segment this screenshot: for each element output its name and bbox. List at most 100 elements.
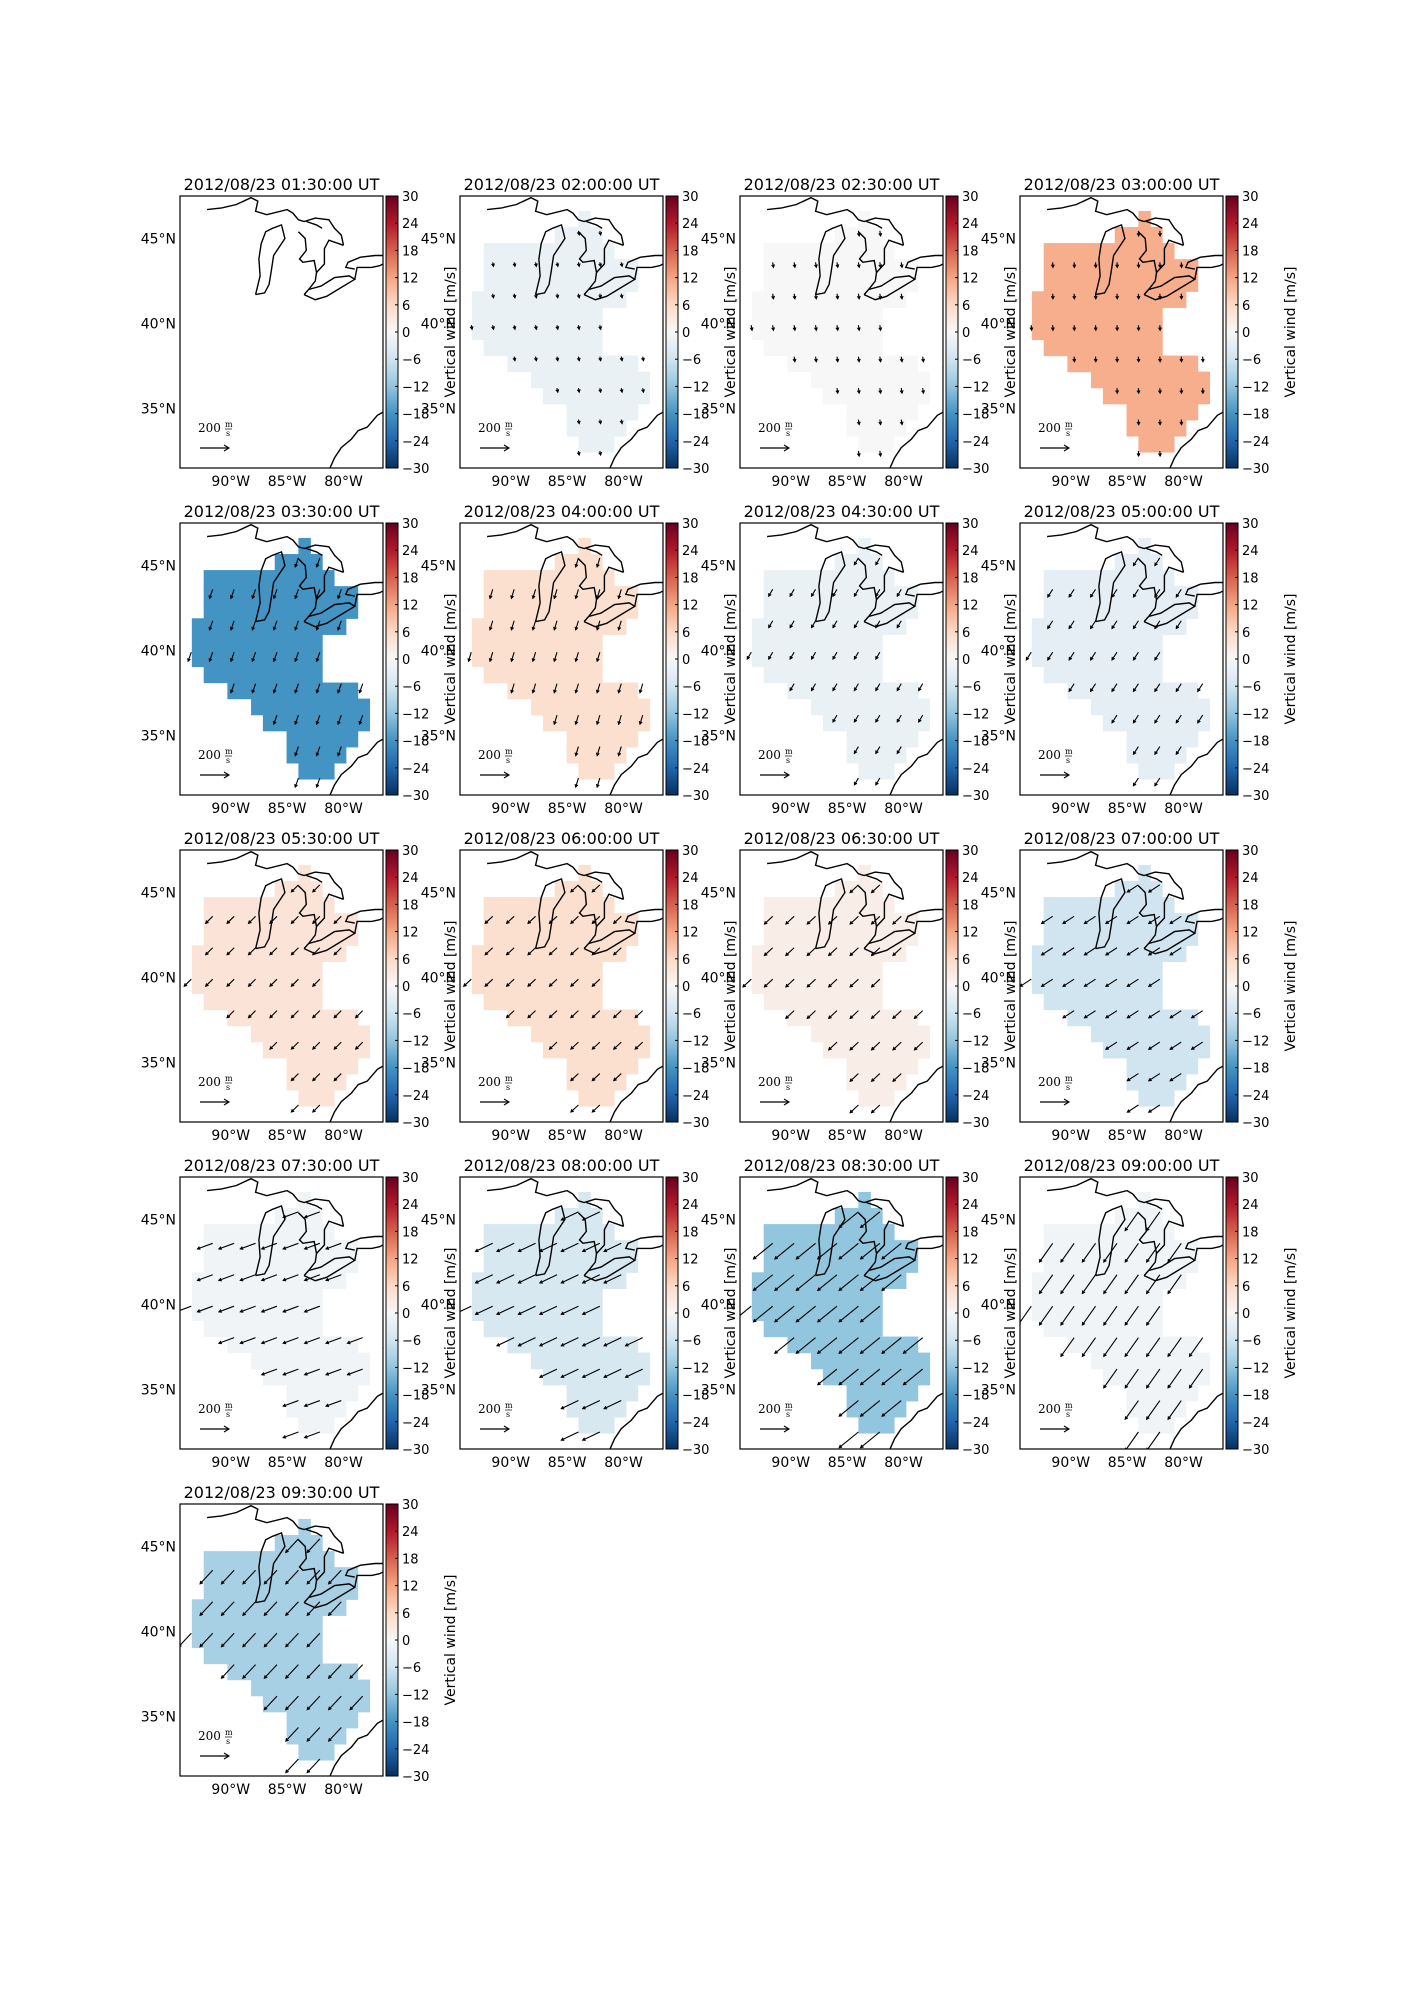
colorbar-tick-label: 12 [402,1253,419,1268]
colorbar-tick-label: 30 [402,1498,419,1513]
coastlines [1047,850,1223,1122]
lat-tick-label: 40°N [141,1298,176,1314]
map-panel: 2012/08/23 04:00:00 UT 200 ms 45°N 40°N 35°N 9… [421,502,739,817]
svg-text:200: 200 [198,421,221,435]
coastlines [487,523,663,795]
svg-text:m: m [785,1074,793,1083]
colorbar-tick-label: −6 [1242,1334,1261,1349]
colorbar-tick-label: −30 [682,462,709,477]
colorbar-tick-label: 0 [1242,653,1250,668]
colorbar-tick-label: 12 [1242,599,1259,614]
coastlines [767,850,943,1122]
colorbar: 30 24 18 12 6 0 −6 −12 −18 −24 −30 Vertical wind [m… [945,190,1019,477]
colorbar: 30 24 18 12 6 0 −6 −12 −18 −24 −30 Vertical wind [m… [665,517,739,804]
svg-text:200: 200 [758,1402,781,1416]
quiver-key: 200 ms [758,1074,793,1106]
coastlines [1047,196,1223,468]
colorbar-tick-label: 30 [962,190,979,205]
lat-tick-label: 35°N [141,402,176,418]
lon-tick-label: 90°W [211,1782,250,1798]
map-frame [739,195,944,469]
colorbar-tick-label: −18 [962,408,989,423]
svg-text:s: s [226,1410,230,1419]
colorbar-tick-label: 30 [682,844,699,859]
map-frame [459,522,664,796]
colorbar-tick-label: −12 [402,1688,429,1703]
colorbar-tick-label: −12 [962,380,989,395]
lat-tick-label: 35°N [701,1383,736,1399]
colorbar-tick-label: −18 [682,1389,709,1404]
colorbar: 30 24 18 12 6 0 −6 −12 −18 −24 −30 Vertical wind [m… [665,190,739,477]
colorbar-tick-label: −24 [402,1089,429,1104]
quiver-key: 200 ms [198,1401,233,1433]
lat-tick-label: 40°N [141,644,176,660]
lat-tick-label: 35°N [141,729,176,745]
svg-text:s: s [1066,1083,1070,1092]
colorbar-tick-label: −18 [1242,1062,1269,1077]
svg-text:200: 200 [478,1075,501,1089]
lat-tick-label: 45°N [141,232,176,248]
colorbar-tick-label: 12 [402,1580,419,1595]
colorbar-tick-label: −18 [402,408,429,423]
colorbar-tick-label: 0 [682,1307,690,1322]
colorbar: 30 24 18 12 6 0 −6 −12 −18 −24 −30 Vertical wind [m… [665,1171,739,1458]
panel-title: 2012/08/23 07:30:00 UT [184,1156,380,1175]
svg-text:200: 200 [478,748,501,762]
colorbar: 30 24 18 12 6 0 −6 −12 −18 −24 −30 Vertical wind [m… [945,844,1019,1131]
colorbar-tick-label: 24 [402,871,419,886]
lat-tick-label: 35°N [981,1056,1016,1072]
svg-text:s: s [786,1410,790,1419]
colorbar-tick-label: −18 [402,1389,429,1404]
lon-tick-label: 90°W [1051,801,1090,817]
lon-tick-label: 85°W [268,1128,307,1144]
vertical-wind-field [471,537,651,780]
colorbar-tick-label: 24 [402,1525,419,1540]
colorbar-tick-label: 18 [402,898,419,913]
lon-tick-label: 80°W [324,801,363,817]
map-frame [1019,522,1224,796]
colorbar-tick-label: −24 [682,1089,709,1104]
coastlines [487,850,663,1122]
quiver-key: 200 ms [1038,747,1073,779]
lon-tick-label: 80°W [604,1128,643,1144]
colorbar-tick-label: 6 [682,626,690,641]
colorbar-label: Vertical wind [m/s] [1003,267,1019,398]
colorbar-tick-label: 18 [962,898,979,913]
colorbar-label: Vertical wind [m/s] [1003,921,1019,1052]
panel-title: 2012/08/23 08:00:00 UT [464,1156,660,1175]
colorbar-tick-label: −6 [1242,1007,1261,1022]
lat-tick-label: 35°N [421,729,456,745]
colorbar-tick-label: 18 [962,244,979,259]
colorbar-tick-label: 0 [1242,1307,1250,1322]
colorbar-tick-label: −12 [1242,1361,1269,1376]
colorbar-tick-label: 0 [962,653,970,668]
lat-tick-label: 45°N [421,1213,456,1229]
colorbar-tick-label: 18 [402,244,419,259]
svg-text:m: m [505,1074,513,1083]
colorbar-tick-label: 0 [1242,326,1250,341]
colorbar-tick-label: −30 [1242,462,1269,477]
colorbar-tick-label: 12 [962,1253,979,1268]
panel-title: 2012/08/23 06:00:00 UT [464,829,660,848]
lon-tick-label: 90°W [211,1455,250,1471]
colorbar-tick-label: 30 [1242,1171,1259,1186]
colorbar-tick-label: 0 [402,1307,410,1322]
colorbar-tick-label: 24 [962,217,979,232]
lat-tick-label: 35°N [421,1383,456,1399]
colorbar-tick-label: −12 [1242,1034,1269,1049]
colorbar-tick-label: −30 [402,1770,429,1785]
colorbar: 30 24 18 12 6 0 −6 −12 −18 −24 −30 Vertical wind [m… [945,517,1019,804]
panel-title: 2012/08/23 02:00:00 UT [464,175,660,194]
colorbar-tick-label: −6 [402,1334,421,1349]
lon-tick-label: 80°W [324,1455,363,1471]
map-panel: 2012/08/23 08:00:00 UT 200 ms 45°N 40°N 35°N 9… [421,1156,739,1471]
lat-tick-label: 45°N [701,1213,736,1229]
lat-tick-label: 40°N [141,1625,176,1641]
colorbar-tick-label: 6 [402,953,410,968]
colorbar-tick-label: −6 [962,353,981,368]
colorbar-tick-label: −18 [682,735,709,750]
colorbar-tick-label: 18 [962,571,979,586]
colorbar-tick-label: 24 [682,217,699,232]
lat-tick-label: 35°N [981,729,1016,745]
svg-text:s: s [226,756,230,765]
